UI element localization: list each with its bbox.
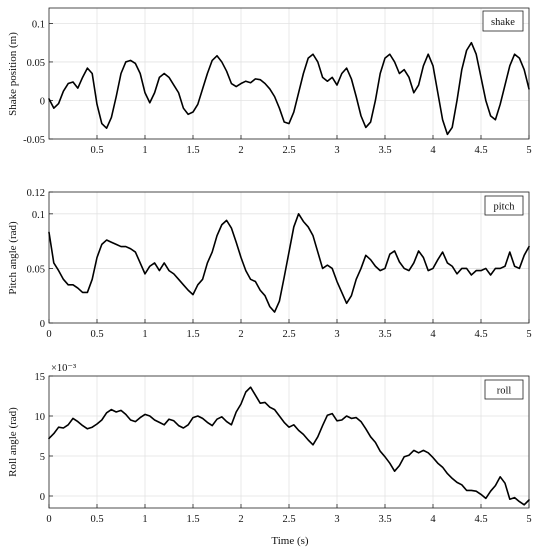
y-tick-label: 0.12 [27,188,45,199]
y-tick-label: 10 [35,412,46,423]
x-tick-label: 1.5 [186,514,199,525]
x-tick-label: 4.5 [474,329,487,340]
y-tick-label: 0.1 [32,19,45,30]
x-tick-label: 4.5 [474,145,487,156]
x-tick-label: 3.5 [378,514,391,525]
legend-box [484,379,524,400]
x-tick-label: 5 [526,329,531,340]
legend: pitch [484,195,524,216]
legend: roll [484,379,524,400]
legend-entry: roll [497,386,512,397]
x-tick-label: 5 [526,514,531,525]
x-tick-label: 1 [142,145,147,156]
x-tick-label: 0.5 [90,514,103,525]
x-tick-label: 4.5 [474,514,487,525]
x-tick-label: 2.5 [282,329,295,340]
y-axis-label: Shake position (m) [7,32,19,116]
x-tick-label: 3.5 [378,329,391,340]
x-tick-label: 2.5 [282,145,295,156]
x-tick-label: 3 [334,329,339,340]
x-tick-label: 3 [334,145,339,156]
x-axis-label: Time (s) [271,535,309,547]
legend-box [482,10,524,32]
x-tick-label: 1 [142,514,147,525]
x-tick-label: 1.5 [186,329,199,340]
y-tick-label: -0.05 [23,135,45,146]
x-tick-label: 4 [430,329,436,340]
x-tick-label: 0.5 [90,329,103,340]
x-tick-label: 2 [238,329,243,340]
x-tick-label: 1.5 [186,145,199,156]
x-tick-label: 2.5 [282,514,295,525]
series-line-pitch [48,213,530,313]
y-tick-label: 0 [40,319,45,330]
y-tick-label: 0.1 [32,210,45,221]
y-tick-label: 0 [40,492,45,503]
x-tick-label: 4 [430,145,436,156]
x-tick-label: 3 [334,514,339,525]
x-tick-label: 1 [142,329,147,340]
y-tick-label: 15 [35,372,46,383]
subplots: 0.5 1 1.5 2 2.5 3 3.5 4 4.5 5 -0.05 0 0.05 0.1 Shake p… [7,7,532,525]
x-tick-label: 5 [526,145,531,156]
y-axis-label: Pitch angle (rad) [7,221,19,295]
y-axis-label: Roll angle (rad) [7,407,19,477]
y-tick-label: 0.05 [27,264,45,275]
x-tick-label: 4 [430,514,436,525]
y-tick-label: 5 [40,452,45,463]
x-tick-label: 3.5 [378,145,391,156]
y-scale-multiplier: ×10⁻³ [51,363,76,374]
legend: shake [482,10,524,32]
x-tick-label: 2 [238,514,243,525]
subplot-shake: 0.5 1 1.5 2 2.5 3 3.5 4 4.5 5 -0.05 0 0.05 0.1 Shake p… [7,7,532,156]
subplot-roll: 0 0.5 1 1.5 2 2.5 3 3.5 4 4.5 5 0 5 10 15 Roll angle (r… [7,363,532,525]
legend-entry: pitch [494,202,516,213]
legend-box [484,195,524,216]
y-tick-label: 0.05 [27,58,45,69]
x-tick-label: 0 [46,329,51,340]
subplot-pitch: 0 0.5 1 1.5 2 2.5 3 3.5 4 4.5 5 0 0.05 0.1 0.12 Pitch a… [7,188,532,340]
y-tick-label: 0 [40,96,45,107]
x-tick-label: 0.5 [90,145,103,156]
series-line-shake [48,41,530,136]
x-tick-label: 2 [238,145,243,156]
x-tick-label: 0 [46,514,51,525]
legend-entry: shake [491,17,515,28]
series-line-roll [48,386,530,506]
